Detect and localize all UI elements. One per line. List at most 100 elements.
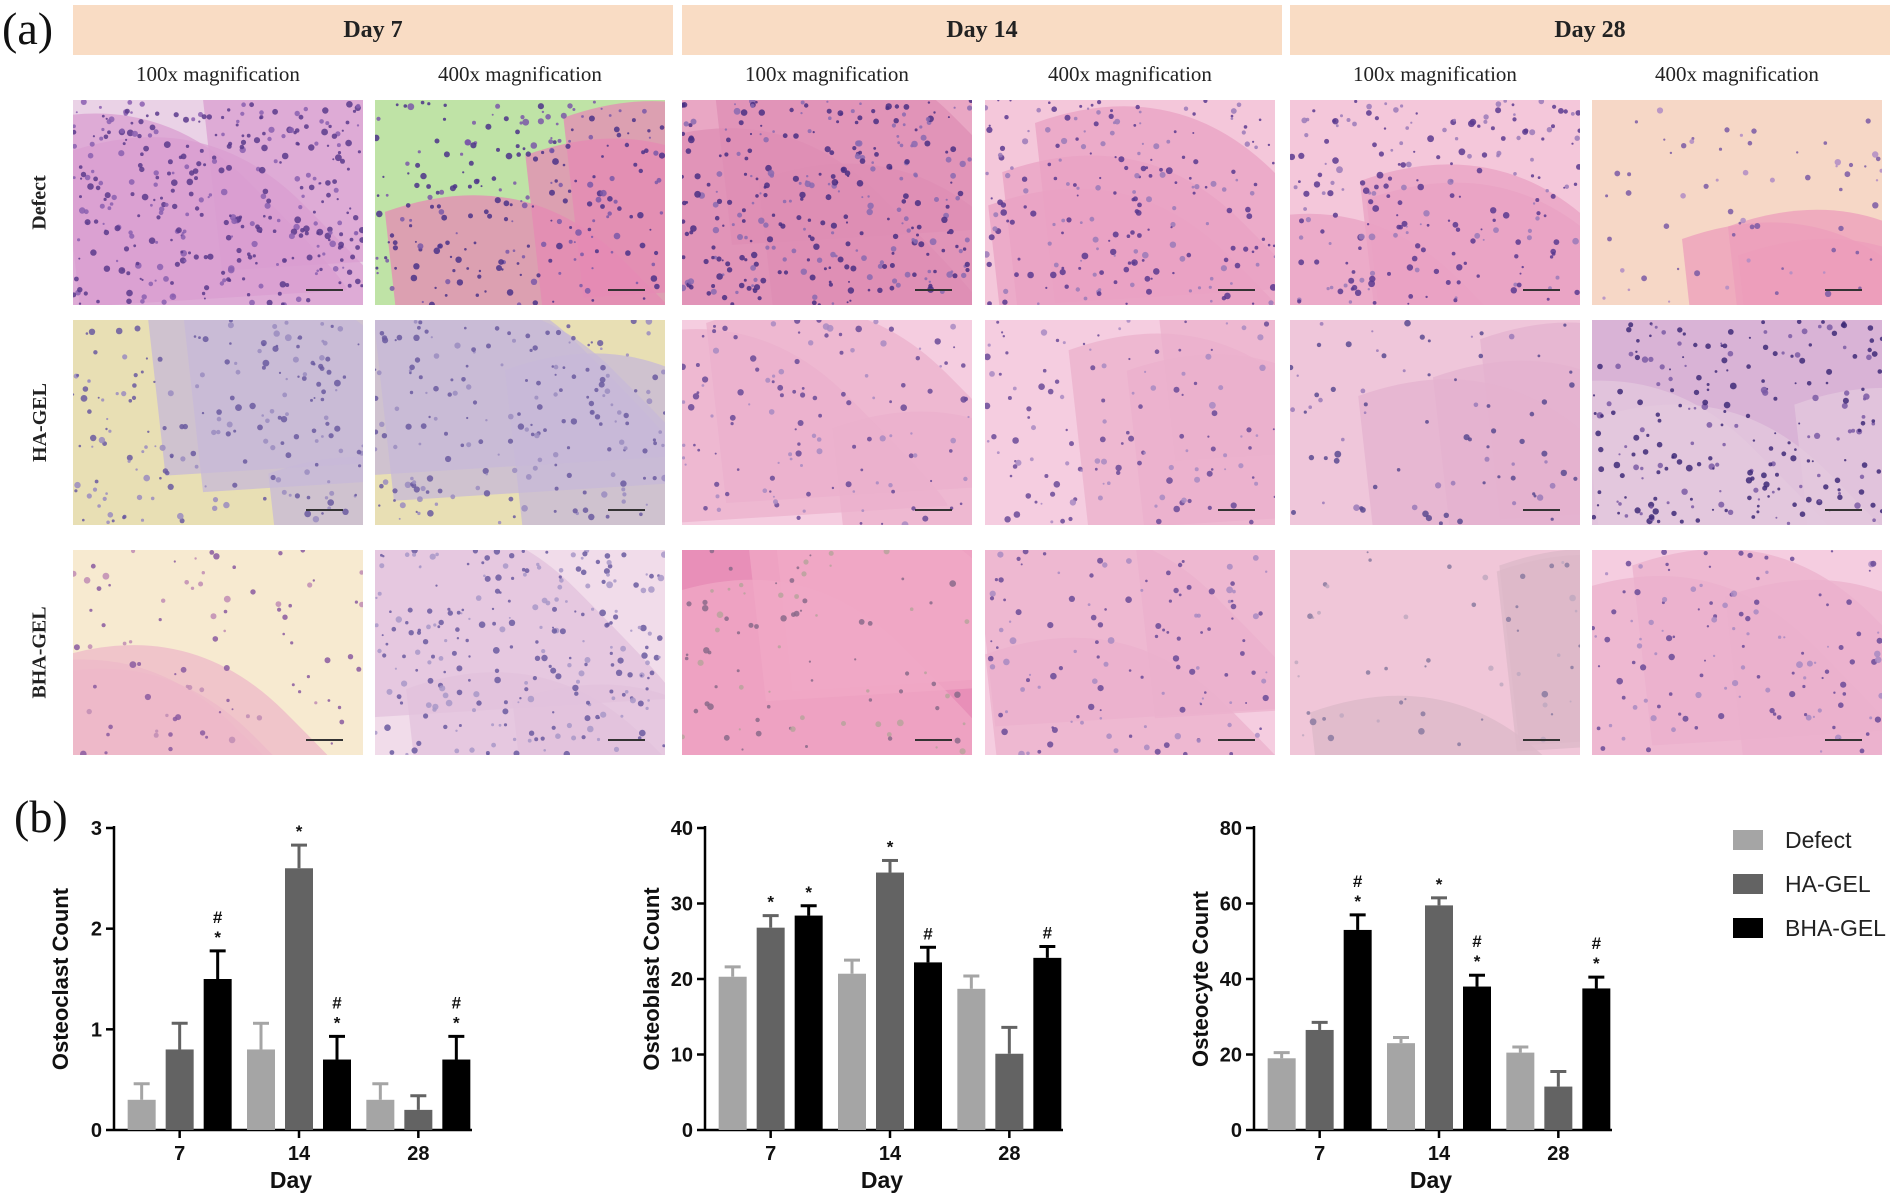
bar-defect-day28 [1506, 1052, 1535, 1130]
x-axis-label: Day [1410, 1167, 1452, 1193]
mag-label-day7-100x: 100x magnification [136, 62, 300, 86]
micrograph-image [985, 320, 1275, 525]
significance-label: * [805, 883, 812, 902]
bar-bha-gel-day7 [203, 979, 232, 1130]
bar-defect-day28 [957, 988, 986, 1130]
significance-label: * [296, 822, 303, 841]
day-header-14: Day 14 [682, 5, 1282, 55]
bar-bha-gel-day14 [1463, 986, 1491, 1130]
bar-bha-gel-day14 [914, 962, 942, 1130]
micrograph-image [1290, 100, 1580, 305]
micrograph-ha-gel-day7-100x [73, 320, 363, 525]
bar-ha-gel-day7 [756, 927, 785, 1130]
day-header-28: Day 28 [1290, 5, 1890, 55]
micrograph-image [1592, 100, 1882, 305]
significance-label: * [1593, 954, 1600, 973]
micrograph-ha-gel-day14-100x [682, 320, 972, 525]
bar-bha-gel-day28 [442, 1059, 471, 1130]
micrograph-defect-day7-100x [73, 100, 363, 305]
x-tick-label: 7 [174, 1143, 185, 1165]
mag-label-day14-400x: 400x magnification [1048, 62, 1212, 86]
micrograph-bha-gel-day14-100x [682, 550, 972, 755]
y-axis-label: Osteoblast Count [639, 887, 664, 1071]
bar-defect-day7 [718, 976, 747, 1130]
bar-ha-gel-day14 [285, 868, 313, 1130]
day-header-7: Day 7 [73, 5, 673, 55]
bar-defect-day7 [1267, 1058, 1296, 1130]
micrograph-image [682, 100, 972, 305]
micrograph-image [73, 100, 363, 305]
micrograph-image [682, 550, 972, 755]
micrograph-image [985, 100, 1275, 305]
micrograph-image [1592, 550, 1882, 755]
mag-label-day7-400x: 400x magnification [438, 62, 602, 86]
y-axis-label: Osteoclast Count [48, 887, 73, 1070]
x-tick-label: 28 [407, 1143, 429, 1165]
mag-label-day28-400x: 400x magnification [1655, 62, 1819, 86]
bar-ha-gel-day14 [1425, 905, 1453, 1130]
bar-defect-day7 [127, 1099, 156, 1130]
y-tick-label: 0 [91, 1120, 102, 1142]
micrograph-image [1290, 550, 1580, 755]
micrograph-image [1290, 320, 1580, 525]
panel-a-letter: (a) [2, 3, 54, 54]
significance-label: # [1592, 934, 1602, 953]
bar-defect-day14 [838, 973, 866, 1130]
bar-bha-gel-day7 [794, 915, 823, 1130]
significance-label: * [1436, 875, 1443, 894]
mag-label-day28-100x: 100x magnification [1353, 62, 1517, 86]
mag-label-day14-100x: 100x magnification [745, 62, 909, 86]
micrograph-image [73, 550, 363, 755]
significance-label: # [1043, 924, 1053, 943]
x-tick-label: 28 [998, 1143, 1020, 1165]
micrograph-ha-gel-day14-400x [985, 320, 1275, 525]
legend-swatch-defect [1733, 830, 1763, 850]
significance-label: # [452, 993, 462, 1012]
chart-osteoblast: 0 10 20 30 40 Osteoblast Count 7 * * 14 * #28 # Day [639, 818, 1063, 1193]
panel-b-letter: (b) [14, 791, 68, 842]
bar-bha-gel-day28 [1582, 988, 1611, 1130]
x-tick-label: 14 [288, 1143, 311, 1165]
x-tick-label: 14 [879, 1143, 902, 1165]
micrograph-bha-gel-day7-100x [73, 550, 363, 755]
micrograph-defect-day14-100x [682, 100, 972, 305]
micrograph-bha-gel-day28-100x [1290, 550, 1580, 755]
y-tick-label: 20 [671, 969, 693, 991]
legend-label-bha-gel: BHA-GEL [1785, 914, 1886, 941]
micrograph-image [375, 100, 665, 305]
significance-label: # [1353, 872, 1363, 891]
y-tick-label: 1 [91, 1019, 102, 1041]
micrograph-image [1592, 320, 1882, 525]
significance-label: * [767, 893, 774, 912]
legend-label-defect: Defect [1785, 826, 1852, 853]
bar-defect-day14 [247, 1049, 275, 1130]
micrograph-ha-gel-day28-400x [1592, 320, 1882, 525]
bar-defect-day14 [1387, 1043, 1415, 1130]
bar-ha-gel-day28 [995, 1053, 1024, 1130]
x-axis-label: Day [270, 1167, 312, 1193]
significance-label: # [332, 993, 342, 1012]
micrograph-defect-day7-400x [375, 100, 665, 305]
bar-bha-gel-day14 [323, 1059, 351, 1130]
legend-item-bha-gel: BHA-GEL [1733, 914, 1886, 941]
legend-label-ha-gel: HA-GEL [1785, 870, 1871, 897]
x-tick-label: 7 [1314, 1143, 1325, 1165]
micrograph-ha-gel-day7-400x [375, 320, 665, 525]
bar-ha-gel-day7 [165, 1049, 194, 1130]
y-tick-label: 40 [671, 818, 693, 840]
legend-item-ha-gel: HA-GEL [1733, 870, 1871, 897]
micrograph-defect-day28-400x [1592, 100, 1882, 305]
legend-swatch-bha-gel [1733, 918, 1763, 938]
significance-label: * [214, 928, 221, 947]
legend-swatch-ha-gel [1733, 874, 1763, 894]
micrograph-defect-day14-400x [985, 100, 1275, 305]
micrograph-image [73, 320, 363, 525]
significance-label: # [1472, 932, 1482, 951]
significance-label: * [334, 1013, 341, 1032]
micrograph-ha-gel-day28-100x [1290, 320, 1580, 525]
y-tick-label: 30 [671, 894, 693, 916]
significance-label: # [923, 924, 933, 943]
micrograph-image [985, 550, 1275, 755]
